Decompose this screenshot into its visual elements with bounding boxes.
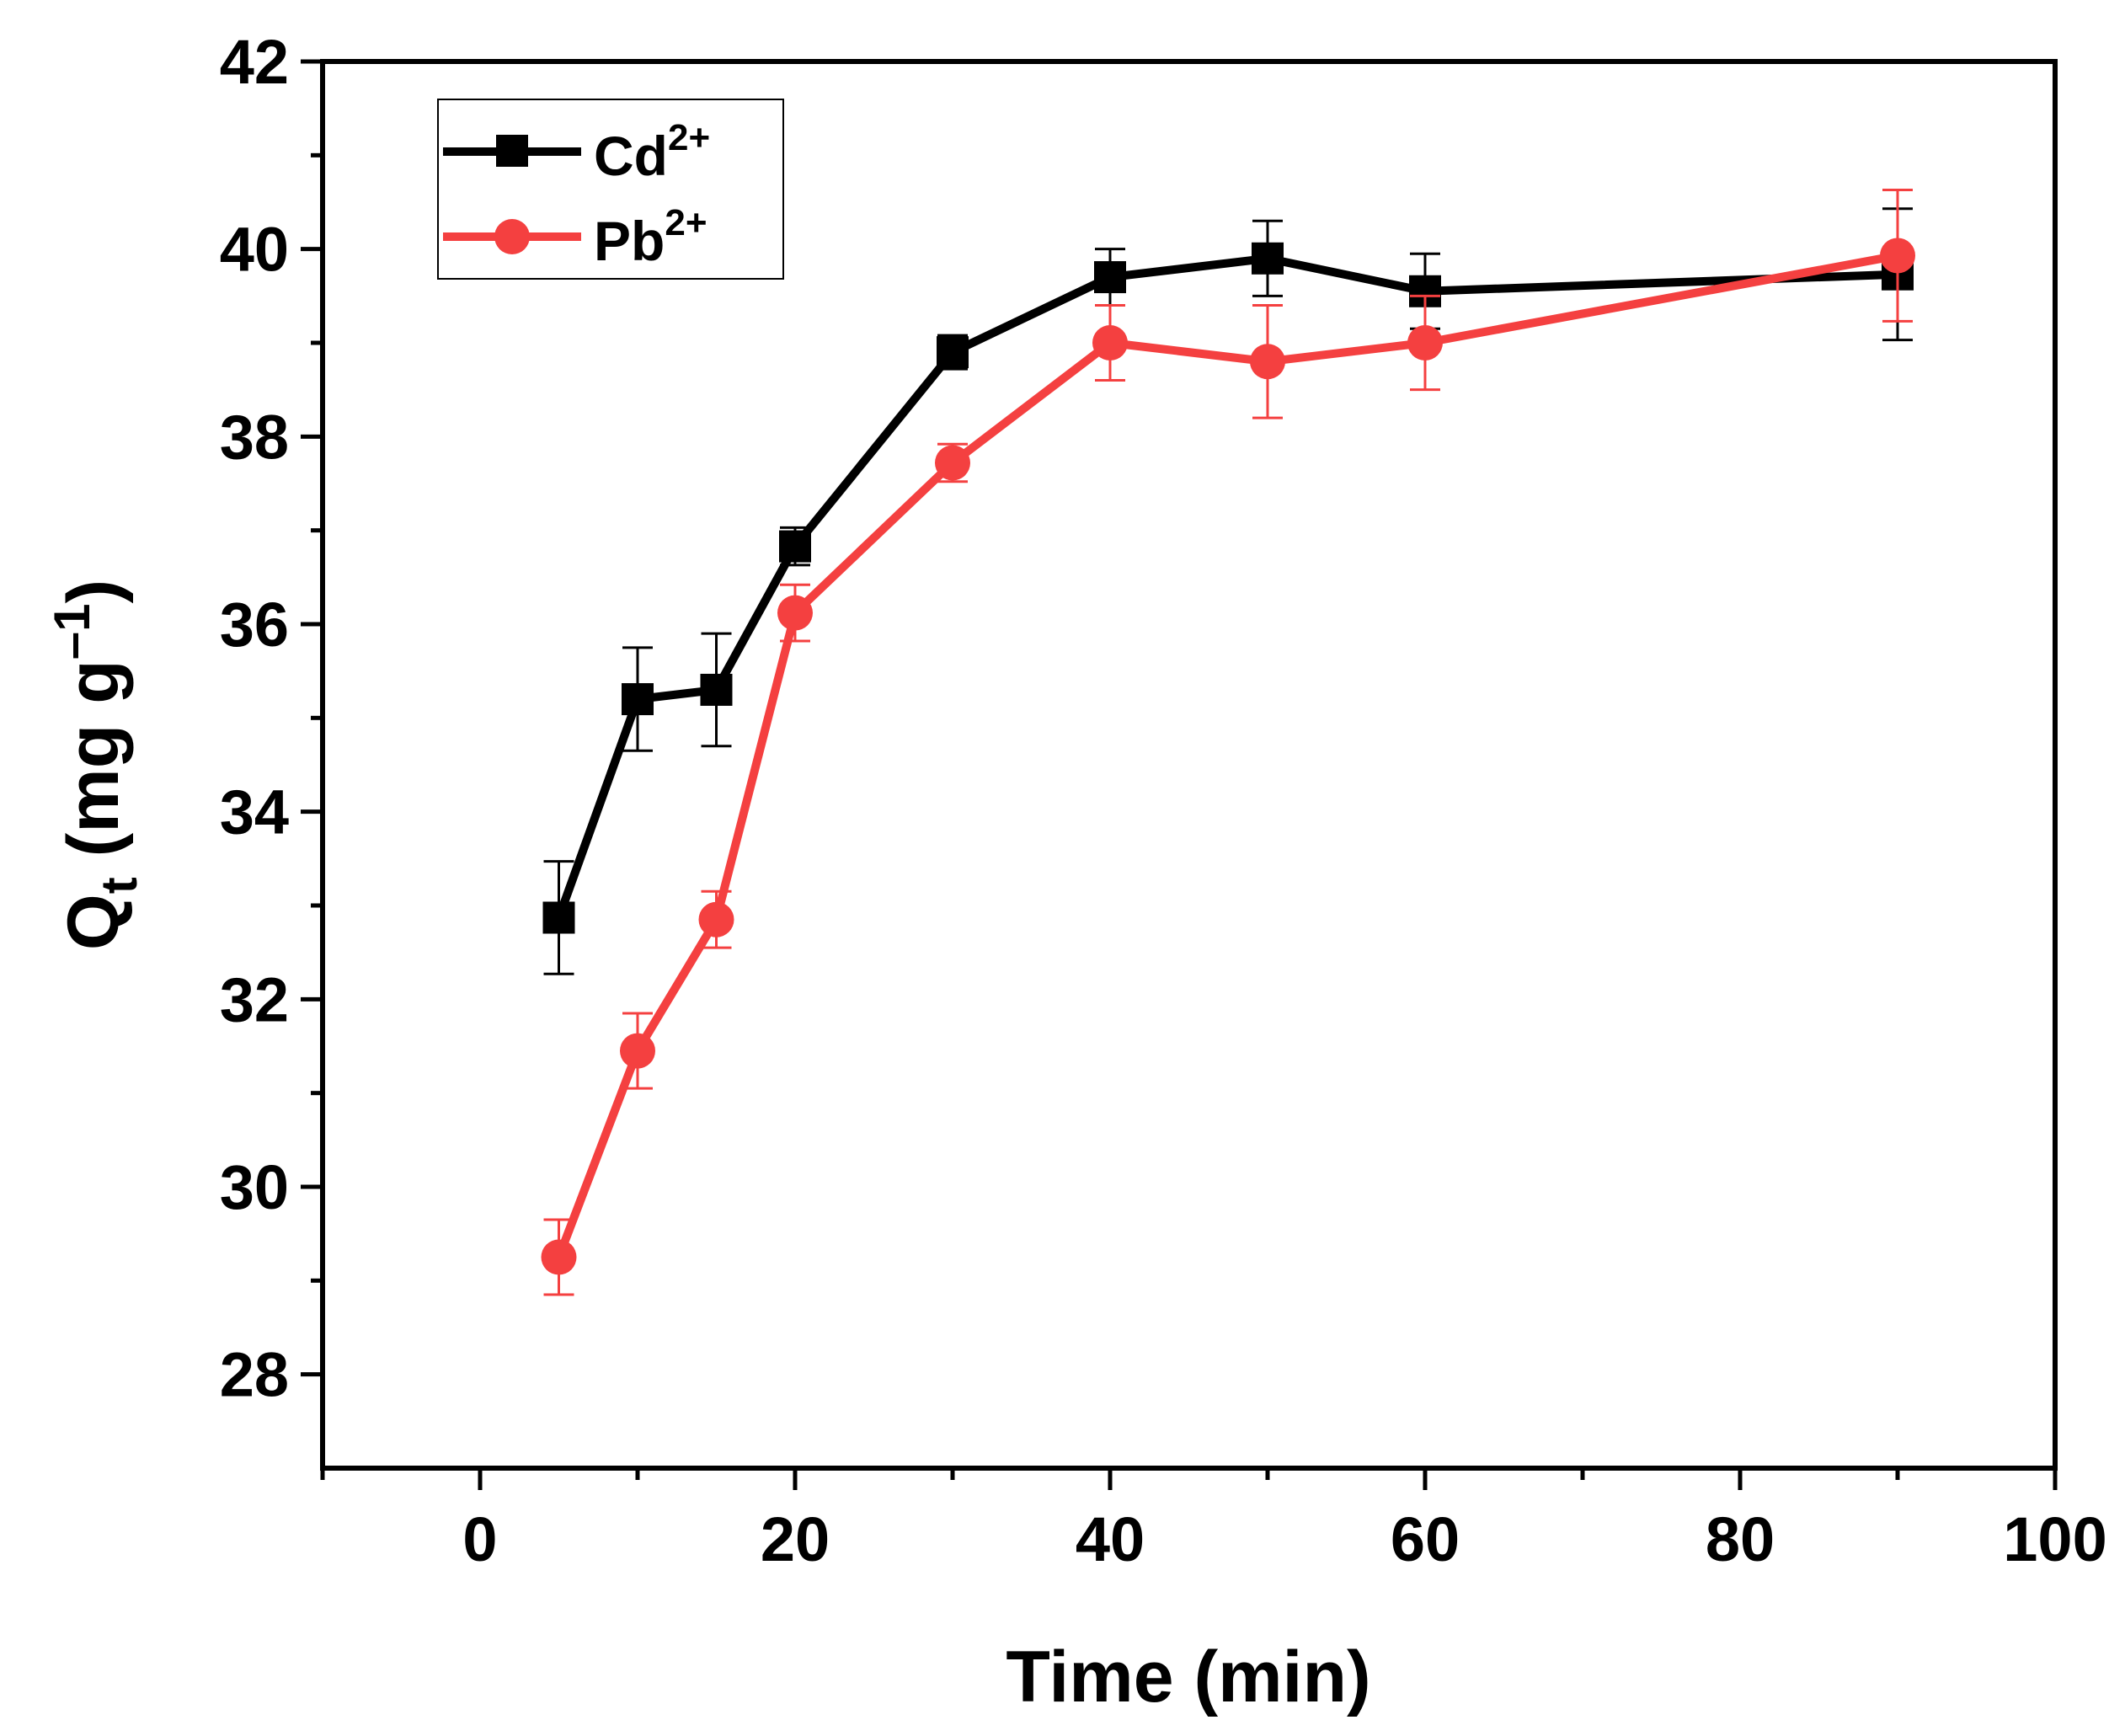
y-label-close: ) (53, 580, 134, 604)
series-line-pb (554, 251, 1898, 1259)
data-point-cd (779, 530, 811, 563)
legend-item-pb: Pb2+ (443, 202, 707, 272)
data-point-pb (777, 595, 813, 631)
y-tick-label: 32 (220, 964, 289, 1034)
data-point-cd (1094, 261, 1126, 294)
x-tick-label: 20 (761, 1504, 830, 1574)
data-point-pb (698, 901, 734, 937)
x-tick-label: 80 (1706, 1504, 1775, 1574)
y-tick-label: 42 (220, 27, 289, 97)
legend-label-cd-name: Cd (594, 125, 668, 187)
y-tick-label: 30 (220, 1152, 289, 1222)
series-pb (541, 189, 1915, 1296)
y-label-sub: t (91, 877, 147, 894)
y-tick-label: 34 (220, 777, 289, 847)
legend-label-pb-sup: 2+ (665, 202, 707, 243)
y-axis-label: Qt (mg g–1) (44, 580, 147, 950)
y-label-units: (mg g (53, 660, 134, 877)
data-point-pb (620, 1033, 655, 1069)
series-layer (541, 189, 1915, 1296)
plot-frame (320, 59, 2058, 1471)
legend-marker-pb (494, 219, 530, 254)
legend-label-pb: Pb2+ (594, 202, 707, 272)
legend-label-pb-name: Pb (594, 210, 665, 272)
series-cd (542, 207, 1914, 975)
axis-ticks (301, 59, 2058, 1490)
data-point-cd (1252, 242, 1284, 275)
legend-marker-cd (496, 135, 528, 167)
y-tick-label: 40 (220, 215, 289, 285)
data-point-cd (622, 683, 654, 716)
tick-labels: 0 20 40 60 80 100 28 30 32 34 36 38 40 42 (220, 27, 2107, 1574)
y-tick-label: 36 (220, 590, 289, 660)
data-point-pb (1092, 325, 1128, 361)
y-tick-label: 38 (220, 402, 289, 472)
data-point-pb (1250, 344, 1285, 380)
data-point-cd (700, 673, 733, 706)
legend-item-cd: Cd2+ (443, 117, 710, 187)
data-point-pb (1880, 238, 1915, 274)
x-tick-label: 40 (1076, 1504, 1145, 1574)
legend-box (437, 99, 784, 280)
y-label-sup: –1 (44, 604, 100, 660)
x-tick-label: 60 (1391, 1504, 1460, 1574)
data-point-pb (935, 445, 970, 481)
data-point-pb (541, 1239, 577, 1275)
x-tick-label: 100 (2003, 1504, 2106, 1574)
data-point-cd (542, 901, 575, 934)
data-point-pb (1407, 325, 1443, 361)
legend-label-cd-sup: 2+ (668, 117, 710, 158)
x-axis-label: Time (min) (1006, 1637, 1370, 1717)
y-label-main: Q (53, 894, 134, 950)
data-point-cd (937, 336, 969, 369)
legend: Cd2+ Pb2+ (437, 99, 784, 280)
legend-label-cd: Cd2+ (594, 117, 710, 187)
y-tick-label: 28 (220, 1340, 289, 1410)
x-tick-label: 0 (462, 1504, 497, 1574)
